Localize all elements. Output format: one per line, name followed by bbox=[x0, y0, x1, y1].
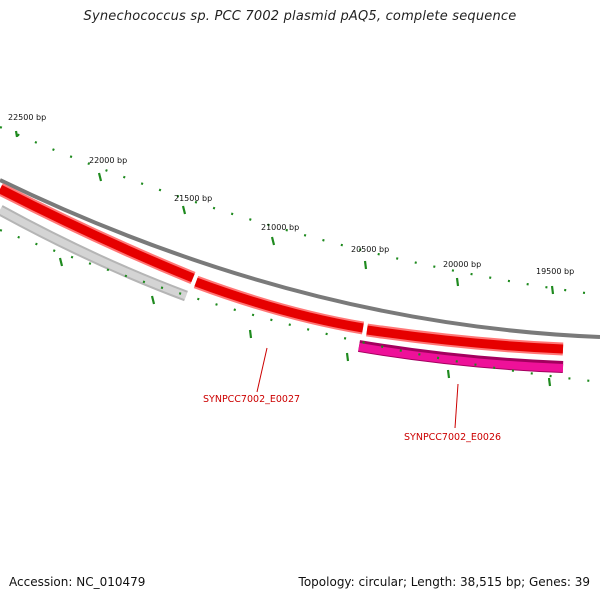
scale-label: 20000 bp bbox=[443, 260, 481, 269]
scale-label: 20500 bp bbox=[351, 245, 389, 254]
major-tick bbox=[150, 295, 156, 305]
forward-strand-genes bbox=[0, 183, 564, 356]
inner-ring-major-ticks bbox=[58, 257, 552, 387]
gene-leader-line bbox=[454, 383, 459, 429]
map-title: Synechococcus sp. PCC 7002 plasmid pAQ5,… bbox=[83, 9, 517, 24]
major-tick bbox=[363, 260, 368, 270]
major-tick bbox=[345, 352, 350, 362]
gene-leader-line bbox=[256, 347, 268, 393]
major-tick bbox=[446, 369, 451, 379]
accession-text: Accession: NC_010479 bbox=[9, 575, 146, 589]
major-tick bbox=[97, 172, 103, 182]
major-tick bbox=[550, 285, 555, 295]
gene-arc bbox=[0, 184, 195, 283]
plasmid-backbone bbox=[0, 178, 600, 339]
major-tick bbox=[547, 377, 552, 387]
major-tick bbox=[181, 205, 187, 215]
gene-arc-e0026[interactable] bbox=[358, 343, 564, 372]
gene-arc-e0027[interactable] bbox=[194, 277, 364, 333]
scale-label: 22500 bp bbox=[8, 113, 46, 122]
topology-summary: Topology: circular; Length: 38,515 bp; G… bbox=[298, 575, 590, 589]
scale-label: 21000 bp bbox=[261, 223, 299, 232]
major-tick bbox=[58, 257, 64, 267]
outer-scale-ring bbox=[0, 125, 600, 297]
gene-label-e0027[interactable]: SYNPCC7002_E0027 bbox=[203, 394, 300, 405]
major-tick bbox=[14, 130, 19, 138]
gene-arc-reverse[interactable] bbox=[0, 206, 188, 300]
scale-label: 19500 bp bbox=[536, 267, 574, 276]
scale-label: 21500 bp bbox=[174, 194, 212, 203]
gene-arc-forward[interactable] bbox=[366, 325, 564, 354]
major-tick bbox=[455, 277, 460, 287]
outer-ring-dots bbox=[0, 125, 600, 297]
major-tick bbox=[270, 236, 276, 246]
major-tick bbox=[248, 329, 253, 339]
gene-label-e0026[interactable]: SYNPCC7002_E0026 bbox=[404, 432, 501, 443]
scale-label: 22000 bp bbox=[89, 156, 127, 165]
